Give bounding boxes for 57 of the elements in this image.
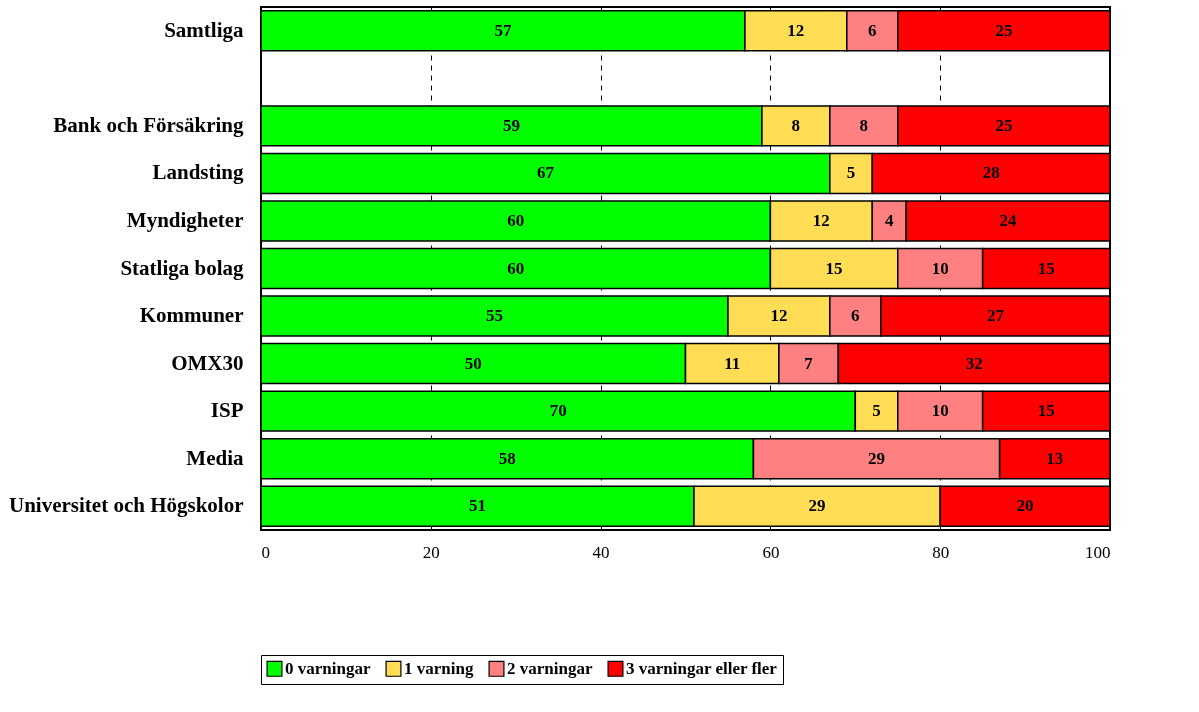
data-label: 20 — [1016, 496, 1034, 516]
data-label: 28 — [982, 163, 1000, 183]
y-tick-label: Kommuner — [139, 303, 244, 328]
data-label: 70 — [549, 401, 567, 421]
y-tick-label: Samtliga — [164, 17, 244, 42]
data-label: 8 — [791, 115, 801, 135]
data-label: 11 — [724, 353, 741, 373]
y-tick-label: ISP — [210, 398, 244, 423]
data-label: 27 — [986, 306, 1005, 326]
y-tick-label: Statliga bolag — [120, 255, 244, 280]
x-tick-label: 20 — [422, 542, 440, 562]
data-label: 15 — [825, 258, 843, 278]
data-label: 57 — [494, 20, 512, 40]
data-label: 29 — [868, 448, 886, 468]
data-label: 10 — [931, 401, 949, 421]
legend-label: 3 varningar eller fler — [626, 658, 778, 678]
data-label: 6 — [868, 20, 877, 40]
data-label: 7 — [804, 353, 814, 373]
x-tick-label: 0 — [261, 542, 270, 562]
data-label: 4 — [885, 210, 895, 230]
data-label: 6 — [851, 306, 860, 326]
x-tick-label: 80 — [932, 542, 950, 562]
data-label: 59 — [502, 115, 520, 135]
data-label: 58 — [498, 448, 516, 468]
data-label: 15 — [1037, 401, 1055, 421]
data-label: 55 — [485, 306, 503, 326]
data-label: 12 — [770, 306, 788, 326]
data-label: 25 — [995, 115, 1013, 135]
y-tick-label: Myndigheter — [126, 207, 244, 232]
data-label: 10 — [931, 258, 949, 278]
legend-label: 2 varningar — [507, 658, 593, 678]
data-label: 5 — [846, 163, 856, 183]
legend-label: 0 varningar — [285, 658, 371, 678]
data-label: 67 — [536, 163, 555, 183]
data-label: 5 — [872, 401, 881, 421]
data-label: 60 — [507, 210, 525, 230]
y-tick-label: Landsting — [152, 160, 244, 185]
y-tick-label: Universitet och Högskolor — [9, 493, 244, 518]
y-tick-label: Bank och Försäkring — [53, 112, 244, 137]
data-label: 12 — [812, 210, 830, 230]
y-tick-label: OMX30 — [171, 350, 244, 375]
data-label: 8 — [859, 115, 869, 135]
data-label: 60 — [507, 258, 525, 278]
data-label: 12 — [787, 20, 805, 40]
data-label: 29 — [808, 496, 826, 516]
data-label: 32 — [965, 353, 983, 373]
legend-label: 1 varning — [404, 658, 474, 678]
x-tick-label: 40 — [592, 542, 610, 562]
x-tick-label: 60 — [762, 542, 780, 562]
y-tick-label: Media — [186, 445, 244, 470]
data-label: 50 — [464, 353, 482, 373]
data-label: 25 — [995, 20, 1013, 40]
x-tick-label: 100 — [1085, 542, 1111, 562]
data-label: 51 — [468, 496, 486, 516]
data-label: 24 — [999, 210, 1018, 230]
data-label: 13 — [1046, 448, 1064, 468]
data-label: 15 — [1037, 258, 1055, 278]
